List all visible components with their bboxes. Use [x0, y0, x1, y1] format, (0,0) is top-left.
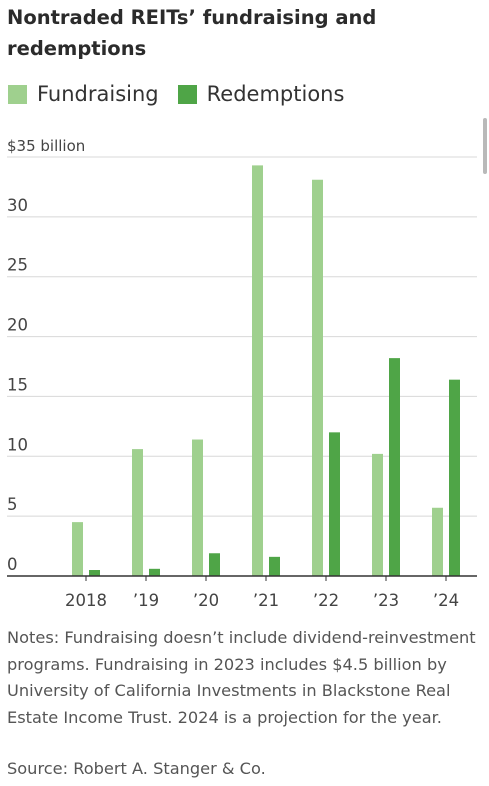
legend-swatch-fundraising	[8, 84, 27, 104]
legend: Fundraising Redemptions	[8, 82, 363, 106]
bar-fundraising	[432, 507, 443, 576]
y-tick-label: 25	[7, 256, 28, 275]
y-tick-label: 30	[7, 196, 28, 215]
bar-fundraising	[132, 449, 143, 576]
bar-redemptions	[329, 432, 340, 576]
y-tick-label: 10	[7, 435, 28, 454]
scrollbar-thumb[interactable]	[483, 118, 487, 174]
bar-fundraising	[312, 179, 323, 576]
bar-redemptions	[389, 358, 400, 576]
x-tick-label: ’21	[253, 591, 279, 610]
x-tick-label: ’19	[133, 591, 159, 610]
y-tick-label: 20	[7, 316, 28, 335]
bar-chart: 0 5 10 15 20 25 30 $35 billion 2018 ’19 ’20 ’21 ’22 ’…	[7, 137, 477, 610]
bar-fundraising	[252, 165, 263, 576]
bar-fundraising	[72, 522, 83, 576]
legend-label-fundraising: Fundraising	[37, 82, 159, 106]
x-tick-label: ’23	[373, 591, 399, 610]
bar-redemptions	[149, 568, 160, 576]
bar-redemptions	[209, 553, 220, 576]
bar-redemptions	[449, 379, 460, 576]
legend-item-fundraising: Fundraising	[8, 82, 159, 106]
chart-title: Nontraded REITs’ fundraising and redempt…	[7, 6, 377, 60]
bar-fundraising	[372, 453, 383, 576]
bar-redemptions	[89, 570, 100, 576]
y-tick-label: 5	[7, 495, 18, 514]
x-tick-label: 2018	[65, 591, 107, 610]
y-tick-label: 0	[7, 555, 18, 574]
legend-label-redemptions: Redemptions	[206, 82, 345, 106]
chart-notes: Notes: Fundraising doesn’t include divid…	[7, 628, 476, 727]
legend-item-redemptions: Redemptions	[177, 82, 345, 106]
x-tick-label: ’24	[433, 591, 459, 610]
bar-fundraising	[192, 439, 203, 576]
x-tick-label: ’22	[313, 591, 339, 610]
y-tick-label: $35 billion	[7, 137, 85, 155]
bar-redemptions	[269, 556, 280, 576]
x-tick-label: ’20	[193, 591, 219, 610]
y-tick-label: 15	[7, 375, 28, 394]
legend-swatch-redemptions	[177, 84, 197, 104]
chart-source: Source: Robert A. Stanger & Co.	[7, 759, 266, 778]
